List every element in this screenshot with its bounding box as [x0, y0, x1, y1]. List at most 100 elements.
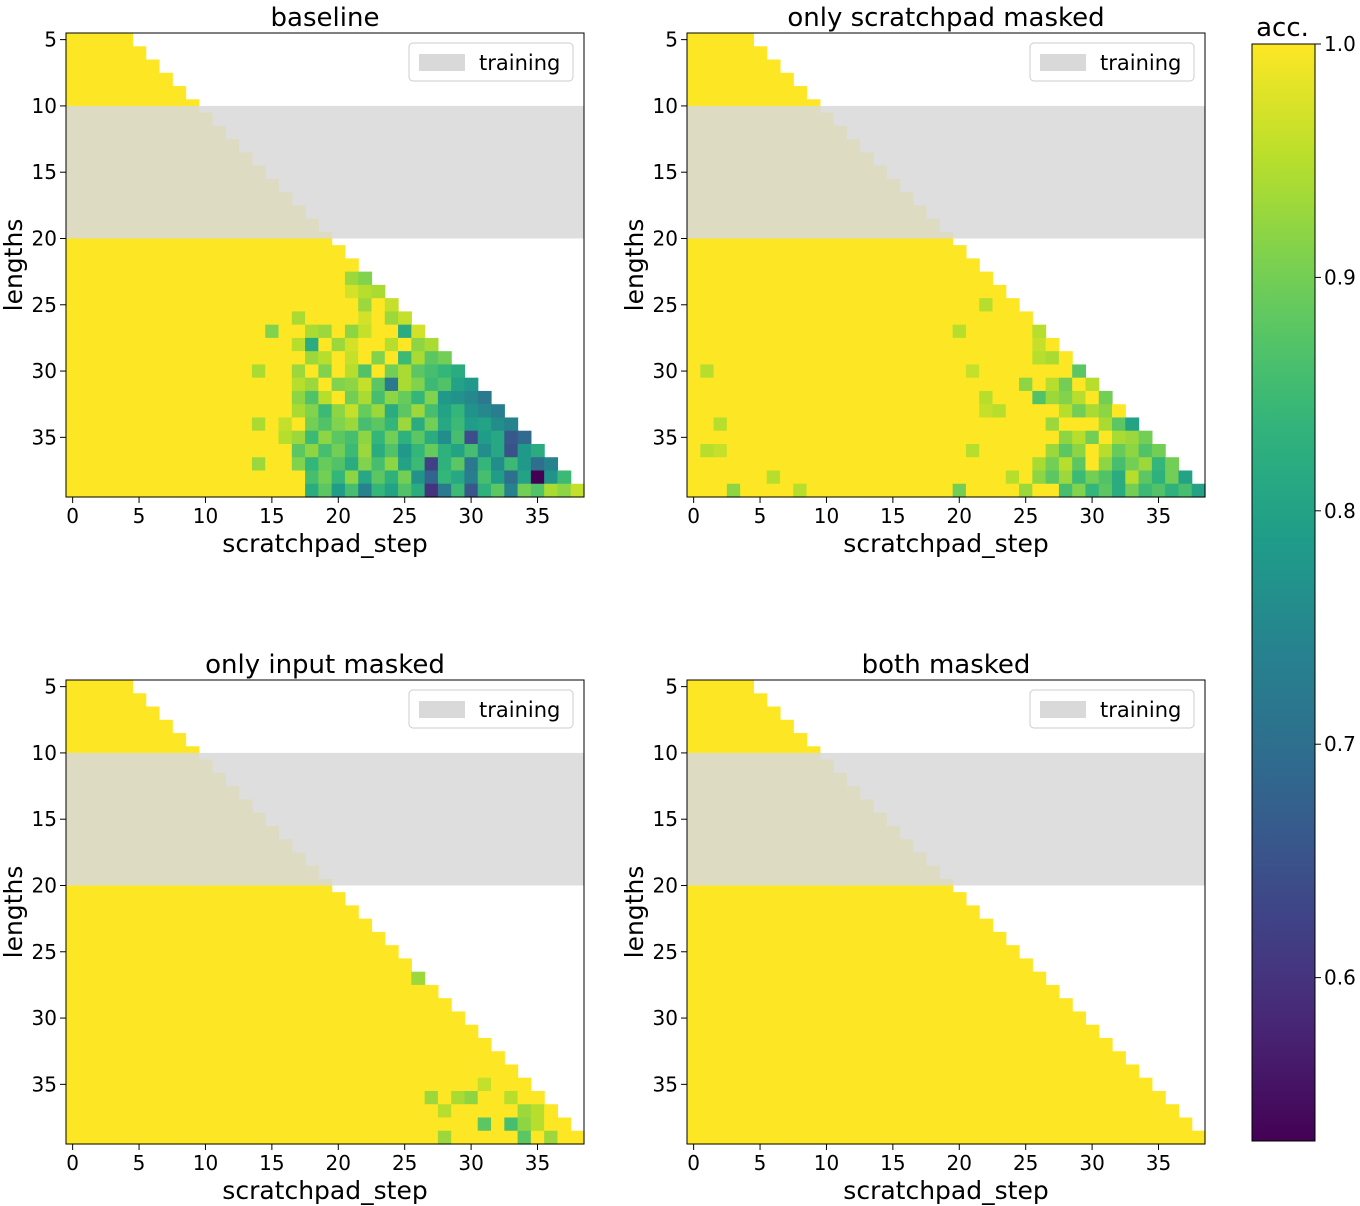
heatmap-cell [1072, 1117, 1087, 1132]
heatmap-cell [291, 1077, 306, 1092]
heatmap-cell [371, 298, 386, 312]
heatmap-cell [886, 417, 901, 432]
heatmap-cell [225, 892, 240, 906]
heatmap-cell [926, 284, 940, 299]
heatmap-cell [451, 483, 466, 498]
heatmap-cell [687, 1037, 701, 1052]
heatmap-cell [119, 430, 134, 445]
heatmap-cell [766, 245, 781, 259]
heatmap-cell [105, 958, 120, 973]
heatmap-cell [92, 706, 107, 721]
heatmap-cell [713, 1024, 728, 1039]
heatmap-cell [793, 324, 808, 339]
heatmap-cell [278, 351, 293, 366]
legend-box [1029, 689, 1195, 729]
heatmap-cell [424, 1117, 439, 1132]
heatmap-cell [1045, 984, 1060, 999]
heatmap-cell [846, 443, 861, 458]
heatmap-cell [872, 918, 887, 933]
heatmap-cell [859, 324, 874, 339]
heatmap-cell [491, 1104, 505, 1119]
heatmap-cell [79, 1090, 94, 1105]
heatmap-cell [872, 1117, 887, 1132]
heatmap-cell [66, 33, 80, 47]
heatmap-cell [437, 483, 452, 498]
heatmap-cell [886, 364, 901, 379]
heatmap-cell [172, 984, 187, 999]
y-tick-label: 20 [32, 226, 57, 250]
heatmap-cell [939, 404, 954, 419]
heatmap-cell [793, 1077, 808, 1092]
heatmap-cell [806, 1104, 821, 1119]
heatmap-cell [132, 298, 147, 312]
heatmap-cell [1019, 1037, 1033, 1052]
heatmap-cell [872, 971, 887, 986]
heatmap-cell [700, 46, 715, 61]
heatmap-cell [833, 1024, 847, 1039]
heatmap-cell [687, 706, 701, 721]
heatmap-cell [939, 271, 954, 286]
heatmap-cell [119, 1024, 134, 1039]
heatmap-cell [700, 364, 715, 379]
heatmap-cell [198, 1077, 213, 1092]
heatmap-cell [806, 1117, 821, 1132]
heatmap-cell [726, 390, 741, 405]
heatmap-cell [753, 298, 768, 312]
heatmap-cell [238, 1051, 253, 1066]
heatmap-cell [291, 298, 306, 312]
heatmap-cell [238, 931, 253, 946]
heatmap-cell [979, 1130, 994, 1145]
heatmap-cell [1165, 1117, 1180, 1132]
heatmap-cell [779, 311, 794, 326]
heatmap-cell [238, 351, 253, 366]
heatmap-cell [212, 905, 226, 920]
heatmap-cell [726, 1130, 741, 1145]
heatmap-cell [344, 390, 359, 405]
heatmap-cell [238, 364, 253, 379]
heatmap-cell [424, 1104, 439, 1119]
heatmap-cell [464, 1077, 479, 1092]
heatmap-cell [859, 470, 874, 485]
heatmap-cell [66, 945, 80, 959]
heatmap-cell [185, 430, 200, 445]
heatmap-cell [278, 1077, 293, 1092]
heatmap-cell [1072, 430, 1087, 445]
heatmap-cell [1085, 1090, 1100, 1105]
heatmap-cell [79, 351, 94, 366]
heatmap-cell [1045, 430, 1060, 445]
heatmap-cell [1032, 364, 1047, 379]
heatmap-cell [172, 1051, 187, 1066]
heatmap-cell [886, 1104, 901, 1119]
heatmap-cell [700, 905, 715, 920]
heatmap-cell [979, 404, 994, 419]
heatmap-cell [251, 984, 266, 999]
heatmap-cell [557, 470, 572, 485]
heatmap-cell [119, 390, 134, 405]
x-tick-label: 5 [133, 1151, 146, 1175]
heatmap-cell [1005, 1117, 1020, 1132]
heatmap-cell [225, 337, 240, 352]
heatmap-cell [105, 311, 120, 326]
heatmap-cell [119, 33, 134, 47]
heatmap-cell [1045, 998, 1060, 1013]
heatmap-cell [251, 258, 266, 273]
heatmap-cell [886, 1117, 901, 1132]
heatmap-cell [158, 1037, 173, 1052]
heatmap-cell [779, 430, 794, 445]
heatmap-cell [384, 1090, 399, 1105]
heatmap-cell [132, 931, 147, 946]
heatmap-cell [833, 1064, 847, 1079]
heatmap-cell [1058, 483, 1073, 498]
heatmap-cell [1058, 417, 1073, 432]
heatmap-cell [926, 1037, 940, 1052]
heatmap-cell [700, 1077, 715, 1092]
heatmap-cell [952, 483, 967, 498]
heatmap-cell [687, 245, 701, 259]
heatmap-cell [965, 958, 980, 973]
heatmap-cell [464, 483, 479, 498]
heatmap-cell [291, 470, 306, 485]
heatmap-cell [713, 284, 728, 299]
heatmap-cell [464, 1064, 479, 1079]
heatmap-cell [318, 1037, 333, 1052]
heatmap-cell [424, 364, 439, 379]
